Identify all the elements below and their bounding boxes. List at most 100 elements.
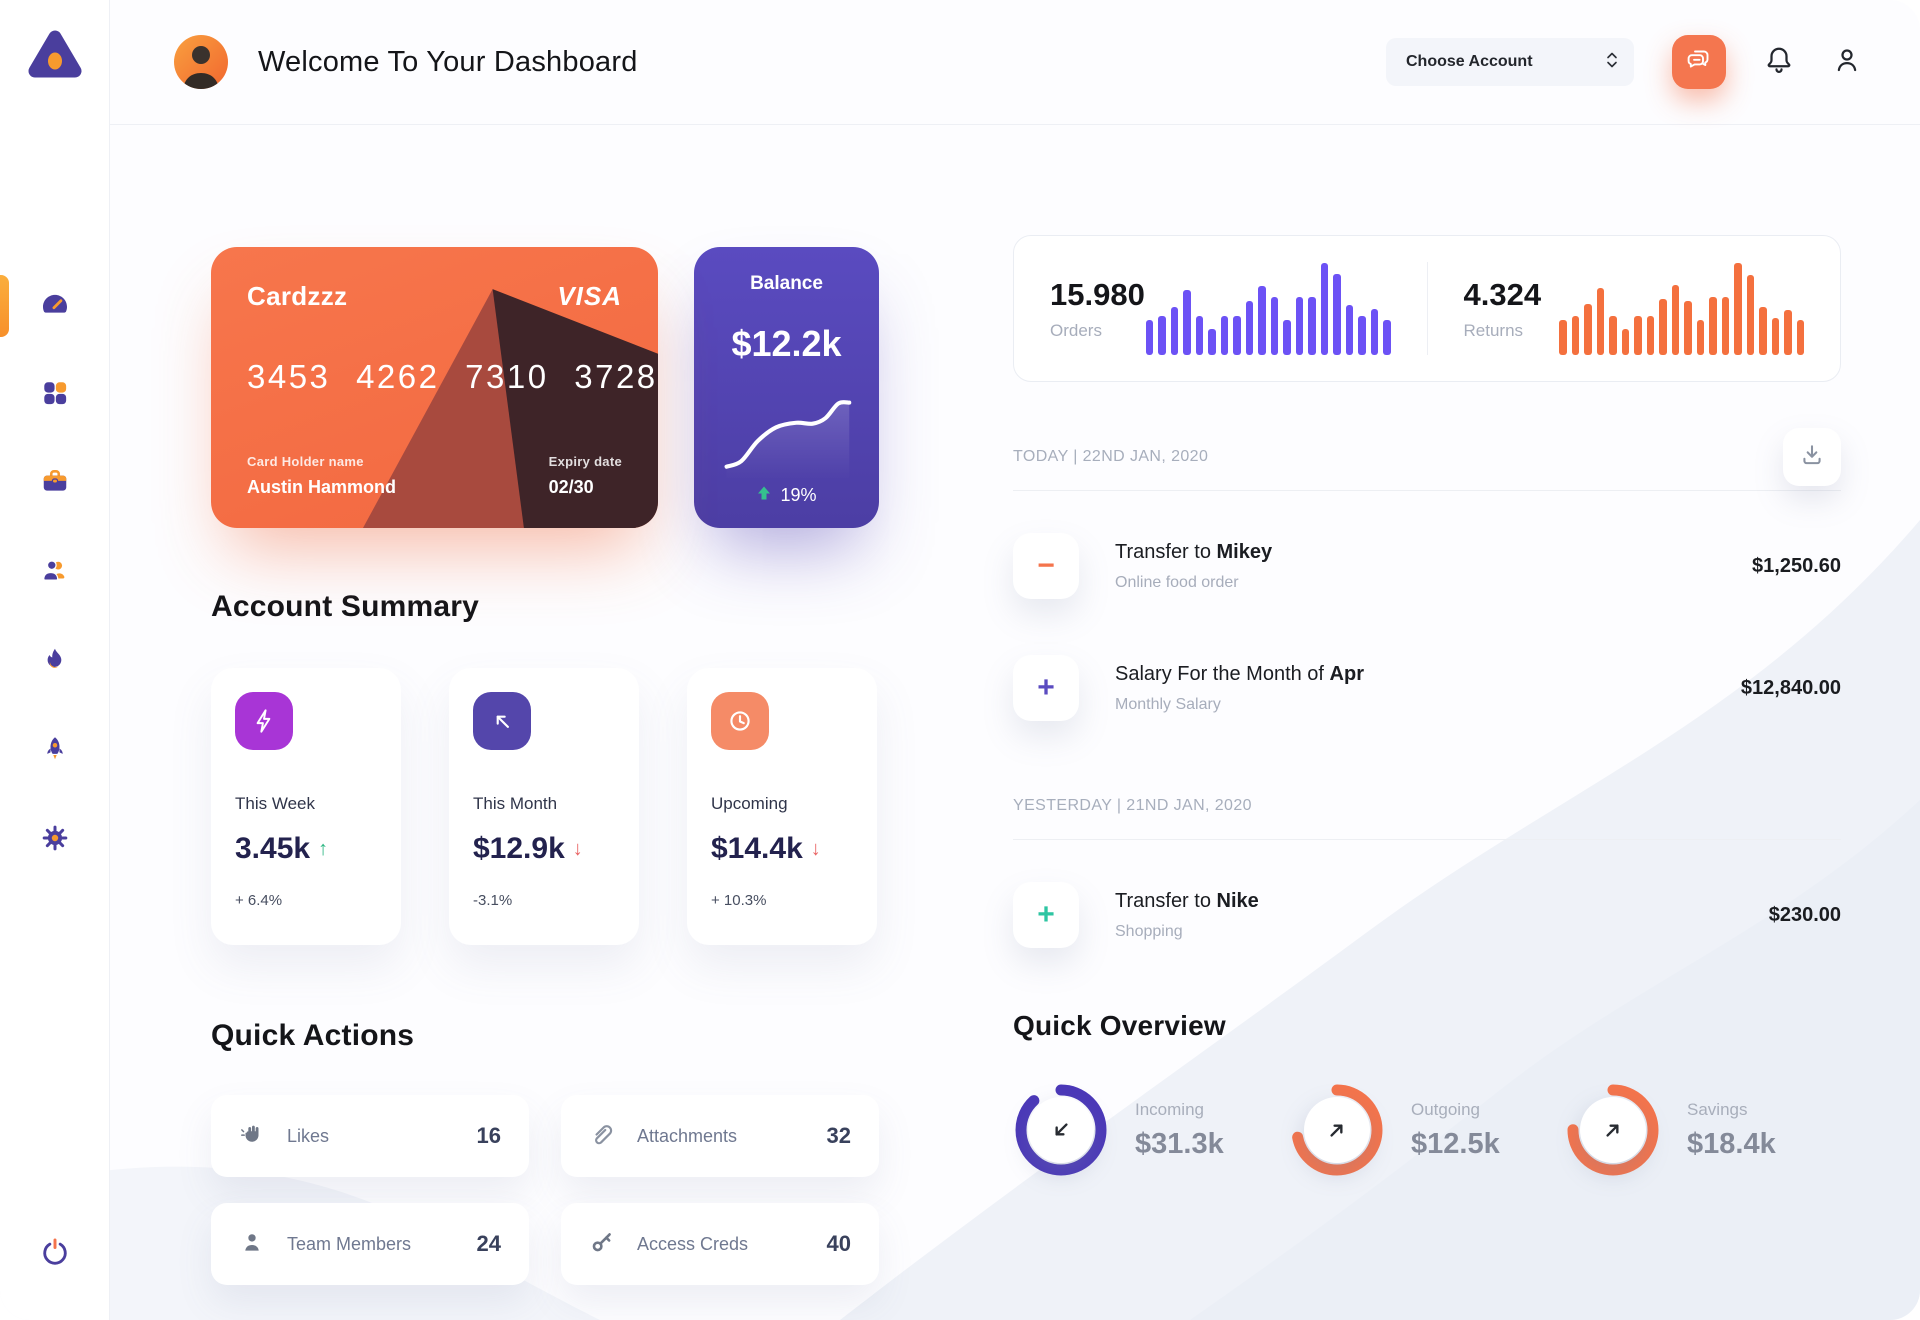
rocket-icon [40, 734, 70, 769]
sidebar-nav [0, 275, 110, 858]
sidebar-item-flame[interactable] [0, 644, 110, 680]
card-number: 3453 4262 7310 3728 [247, 358, 658, 395]
transaction-row-salary[interactable]: + Salary For the Month of Apr Monthly Sa… [1013, 655, 1841, 721]
summary-value: $14.4k ↓ [711, 832, 821, 865]
chat-icon [1685, 46, 1713, 79]
summary-card-this-week: This Week 3.45k ↑ + 6.4% [211, 668, 401, 945]
arrow-up-right-icon [1304, 1097, 1370, 1163]
overview-outgoing: Outgoing $12.5k [1289, 1082, 1565, 1178]
sidebar-item-grid[interactable] [0, 377, 110, 413]
overview-value: $12.5k [1411, 1127, 1500, 1160]
divider [1013, 490, 1841, 491]
notifications-button[interactable] [1764, 45, 1794, 80]
header-actions: Choose Account [1386, 35, 1862, 89]
yesterday-header: YESTERDAY | 21ND JAN, 2020 [1013, 797, 1252, 814]
paperclip-icon [589, 1121, 615, 1152]
action-card-likes[interactable]: Likes 16 [211, 1095, 529, 1177]
gear-icon [40, 823, 70, 858]
overview-label: Incoming [1135, 1099, 1204, 1119]
overview-value: $31.3k [1135, 1127, 1224, 1160]
transaction-row-nike[interactable]: + Transfer to Nike Shopping $230.00 [1013, 882, 1841, 948]
header: Welcome To Your Dashboard Choose Account [110, 0, 1920, 125]
trend-up-icon: ↑ [318, 837, 329, 860]
page-title: Welcome To Your Dashboard [258, 45, 638, 78]
action-card-team-members[interactable]: Team Members 24 [211, 1203, 529, 1285]
users-icon [39, 556, 71, 591]
up-arrow-icon [756, 485, 772, 506]
overview-incoming: Incoming $31.3k [1013, 1082, 1289, 1178]
quick-actions-heading: Quick Actions [211, 1019, 415, 1052]
transaction-subtitle: Online food order [1115, 573, 1239, 591]
balance-label: Balance [750, 273, 823, 294]
sidebar-item-logout[interactable] [0, 1237, 110, 1274]
summary-value: 3.45k ↑ [235, 832, 329, 865]
card-holder-label: Card Holder name [247, 454, 364, 469]
summary-label: This Week [235, 794, 315, 813]
transaction-title: Transfer to Mikey [1115, 540, 1273, 563]
action-card-attachments[interactable]: Attachments 32 [561, 1095, 879, 1177]
transaction-subtitle: Shopping [1115, 922, 1183, 940]
returns-stat: 4.324 Returns [1428, 236, 1841, 381]
bank-card: Cardzzz VISA 3453 4262 7310 3728 Card Ho… [211, 247, 658, 528]
sidebar-item-users[interactable] [0, 555, 110, 591]
sidebar [0, 0, 110, 1320]
action-label: Team Members [287, 1233, 412, 1254]
today-header: TODAY | 22ND JAN, 2020 [1013, 448, 1209, 465]
orders-mini-bar-chart [1145, 262, 1391, 355]
minus-icon: − [1013, 533, 1079, 599]
action-count: 32 [826, 1123, 851, 1148]
arrow-up-left-icon [473, 692, 531, 750]
transaction-subtitle: Monthly Salary [1115, 695, 1221, 713]
arrow-down-left-icon [1028, 1097, 1094, 1163]
sidebar-item-dashboard[interactable] [0, 275, 110, 337]
download-button[interactable] [1783, 428, 1841, 486]
transaction-amount: $12,840.00 [1740, 676, 1841, 699]
key-icon [589, 1229, 615, 1260]
card-name: Cardzzz [247, 281, 348, 311]
divider [1013, 839, 1841, 840]
summary-card-this-month: This Month $12.9k ↓ -3.1% [449, 668, 639, 945]
savings-donut-chart [1565, 1082, 1661, 1178]
orders-label: Orders [1050, 320, 1102, 340]
grid-icon [40, 378, 70, 413]
overview-savings: Savings $18.4k [1565, 1082, 1841, 1178]
sidebar-item-briefcase[interactable] [0, 466, 110, 502]
summary-change: + 10.3% [711, 892, 767, 909]
balance-card: Balance $12.2k 19% [694, 247, 879, 528]
balance-trend-chart [724, 400, 851, 480]
quick-actions-grid: Likes 16 Attachments 32 [211, 1095, 879, 1285]
action-count: 16 [476, 1123, 501, 1148]
card-holder-name: Austin Hammond [247, 477, 397, 497]
transaction-row-mikey[interactable]: − Transfer to Mikey Online food order $1… [1013, 533, 1841, 599]
action-count: 40 [826, 1231, 851, 1256]
app-logo[interactable] [23, 24, 87, 82]
bell-icon [1764, 45, 1794, 80]
user-avatar[interactable] [174, 35, 228, 89]
messages-button[interactable] [1672, 35, 1726, 89]
balance-value: $12.2k [731, 323, 842, 364]
orders-returns-panel: 15.980 Orders 4.324 Returns [1013, 235, 1841, 382]
select-chevrons-icon [1606, 50, 1618, 75]
overview-label: Savings [1687, 1099, 1748, 1119]
lightning-icon [235, 692, 293, 750]
action-count: 24 [476, 1231, 501, 1256]
balance-change-value: 19% [780, 485, 817, 505]
overview-value: $18.4k [1687, 1127, 1776, 1160]
profile-button[interactable] [1832, 45, 1862, 80]
sidebar-item-rocket[interactable] [0, 733, 110, 769]
yesterday-section: YESTERDAY | 21ND JAN, 2020 [1013, 777, 1841, 835]
today-section: TODAY | 22ND JAN, 2020 [1013, 428, 1841, 486]
transaction-title: Transfer to Nike [1115, 889, 1259, 912]
arrow-up-right-icon [1580, 1097, 1646, 1163]
team-member-icon [239, 1229, 265, 1260]
plus-icon: + [1013, 655, 1079, 721]
sidebar-item-settings[interactable] [0, 822, 110, 858]
account-summary-heading: Account Summary [211, 590, 480, 623]
person-icon [1832, 45, 1862, 80]
quick-overview-row: Incoming $31.3k [1013, 1082, 1841, 1178]
account-select-label: Choose Account [1406, 53, 1533, 70]
right-column: 15.980 Orders 4.324 Returns TODAY | 22ND… [1013, 235, 1841, 1178]
action-card-access-creds[interactable]: Access Creds 40 [561, 1203, 879, 1285]
account-select[interactable]: Choose Account [1386, 38, 1634, 86]
